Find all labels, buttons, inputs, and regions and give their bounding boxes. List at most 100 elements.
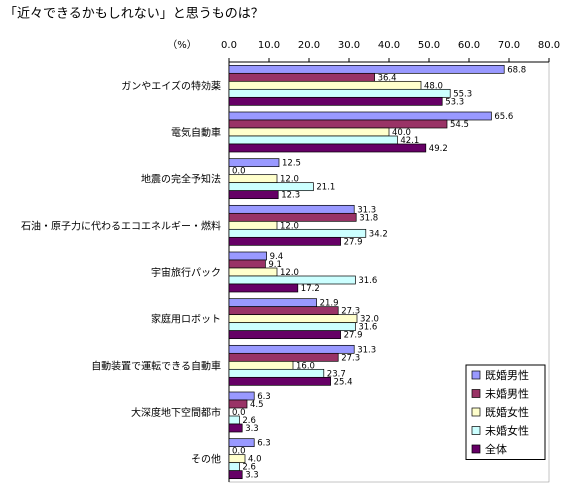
value-label: 31.3	[357, 205, 376, 215]
legend-label: 未婚男性	[485, 387, 529, 401]
y-tick-label: 地震の完全予知法	[141, 173, 221, 186]
value-label: 21.9	[320, 299, 339, 309]
value-label: 31.8	[359, 213, 378, 223]
legend-swatch	[471, 389, 481, 398]
value-label: 6.3	[257, 439, 271, 449]
value-label: 31.6	[358, 276, 377, 286]
bar	[228, 119, 448, 129]
bar	[228, 111, 492, 121]
bar	[228, 236, 341, 246]
value-label: 16.0	[296, 361, 315, 371]
bar	[228, 462, 240, 472]
legend-label: 既婚男性	[485, 368, 529, 382]
x-tick-label: 40.0	[378, 40, 400, 51]
bar	[228, 368, 325, 378]
y-tick-label: 家庭用ロボット	[151, 313, 221, 326]
bar	[228, 80, 422, 90]
bar	[228, 228, 367, 238]
legend-swatch	[471, 444, 481, 454]
value-label: 0.0	[232, 447, 246, 457]
legend-label: 未婚女性	[485, 424, 529, 438]
value-label: 21.1	[316, 183, 335, 193]
value-label: 40.0	[392, 128, 411, 138]
value-label: 9.1	[268, 260, 282, 270]
value-label: 12.0	[280, 221, 299, 231]
value-label: 42.1	[400, 136, 419, 146]
bar	[228, 64, 505, 74]
value-label: 31.6	[358, 323, 377, 333]
value-label: 54.5	[450, 120, 469, 130]
value-label: 55.3	[453, 89, 472, 99]
bar	[228, 72, 375, 82]
value-label: 9.4	[270, 252, 284, 262]
bar	[228, 220, 278, 230]
value-label: 12.5	[282, 159, 301, 169]
bar	[228, 322, 356, 332]
bar	[228, 283, 299, 293]
value-label: 23.7	[327, 369, 346, 379]
value-label: 27.9	[344, 331, 363, 341]
bar	[228, 376, 331, 386]
chart-title: 「近々できるかもしれない」と思うものは？	[4, 7, 264, 22]
legend-swatch	[471, 407, 481, 417]
value-label: 36.4	[378, 73, 397, 83]
value-label: 0.0	[232, 408, 246, 418]
bar	[228, 423, 243, 433]
bar	[228, 143, 427, 153]
bar	[228, 298, 317, 308]
value-label: 25.4	[334, 377, 353, 387]
value-label: 27.3	[341, 353, 360, 363]
bar	[228, 127, 390, 137]
value-label: 12.3	[281, 191, 300, 201]
value-label: 34.2	[369, 229, 388, 239]
bar	[228, 96, 443, 106]
value-label: 49.2	[429, 144, 448, 154]
value-label: 48.0	[424, 81, 443, 91]
bar	[228, 470, 243, 480]
bar	[228, 251, 267, 261]
bar	[228, 204, 355, 214]
value-label: 3.3	[245, 424, 259, 434]
value-label: 6.3	[257, 392, 271, 402]
bar	[228, 391, 255, 401]
y-tick-label: 石油・原子力に代わるエコエネルギー・燃料	[21, 219, 221, 232]
y-tick-label: ガンやエイズの特効薬	[121, 79, 221, 92]
bar	[228, 212, 357, 222]
x-tick-label: 0.0	[221, 40, 237, 51]
value-label: 68.8	[507, 65, 526, 75]
bar	[228, 330, 341, 340]
bar	[228, 259, 266, 269]
legend-swatch	[471, 426, 481, 435]
bar	[228, 182, 314, 192]
bar	[228, 267, 278, 277]
value-label: 65.6	[494, 112, 513, 122]
bar	[228, 158, 280, 168]
axis-label: （%）	[167, 39, 197, 51]
x-tick-label: 60.0	[458, 40, 480, 51]
value-label: 12.0	[280, 268, 299, 278]
bar	[228, 454, 246, 464]
value-label: 2.6	[242, 463, 256, 473]
bar	[228, 306, 339, 316]
bar	[228, 438, 255, 448]
value-label: 53.3	[445, 97, 464, 107]
value-label: 3.3	[245, 471, 259, 481]
value-label: 32.0	[360, 315, 379, 325]
value-label: 27.9	[344, 237, 363, 247]
x-tick-label: 70.0	[498, 40, 520, 51]
y-tick-label: 宇宙旅行パック	[151, 266, 221, 279]
x-tick-label: 10.0	[258, 40, 280, 51]
x-tick-label: 80.0	[538, 40, 560, 51]
value-label: 2.6	[242, 416, 256, 426]
value-label: 17.2	[301, 284, 320, 294]
bar	[228, 314, 358, 324]
bar	[228, 360, 294, 370]
bar	[228, 135, 398, 145]
bar	[228, 275, 356, 285]
bar	[228, 399, 248, 409]
bar	[228, 352, 339, 362]
bar	[228, 174, 278, 184]
y-tick-label: 電気自動車	[171, 126, 221, 139]
legend-label: 既婚女性	[485, 405, 529, 419]
